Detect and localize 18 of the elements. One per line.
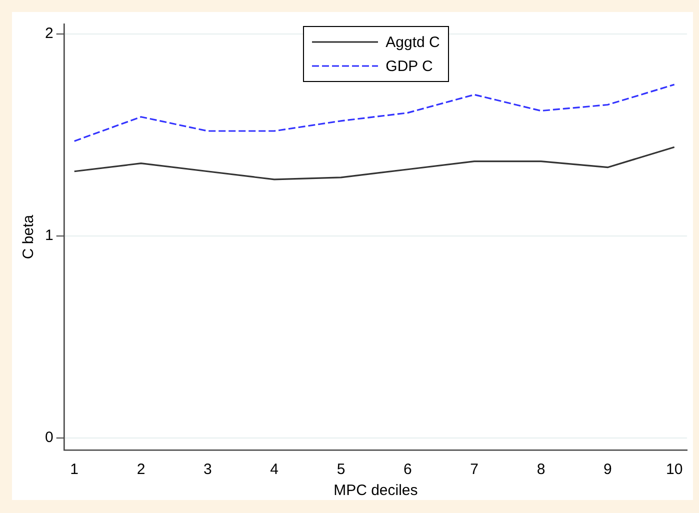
y-tick-label: 1 (45, 227, 54, 244)
line-series (74, 84, 676, 142)
x-tick-label: 2 (136, 461, 146, 478)
x-axis-title: MPC deciles (334, 482, 418, 500)
x-tick-label: 4 (270, 461, 279, 478)
x-tick-label: 5 (336, 461, 346, 478)
y-tick-label: 0 (45, 429, 54, 446)
x-tick-label: 7 (470, 461, 479, 478)
x-tick-label: 6 (404, 461, 412, 478)
legend-label: Aggtd C (386, 34, 440, 50)
x-tick-label: 1 (70, 461, 79, 478)
x-tick-label: 9 (603, 461, 612, 478)
x-tick-label: 8 (536, 461, 546, 478)
legend-label: GDP C (386, 58, 433, 74)
x-tick-label: 3 (204, 461, 212, 478)
y-axis-title: C beta (20, 214, 38, 260)
y-tick-label: 2 (45, 25, 54, 42)
x-tick-label: 10 (666, 461, 683, 478)
